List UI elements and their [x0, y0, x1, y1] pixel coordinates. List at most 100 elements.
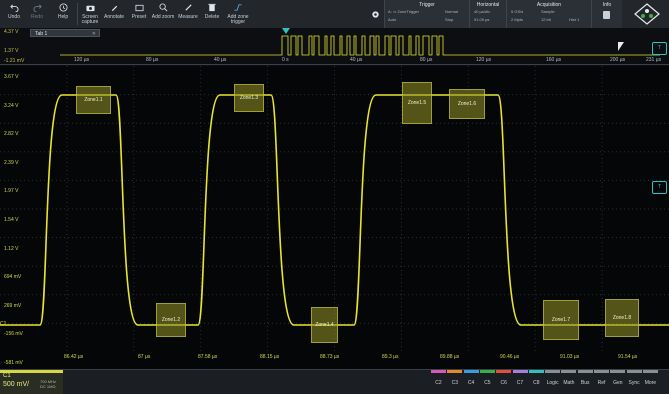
- channel-button-c6[interactable]: C6: [496, 370, 512, 394]
- preset-button[interactable]: Preset: [129, 0, 149, 28]
- channel-color-strip: [463, 370, 479, 373]
- channel-button-label: C7: [516, 380, 524, 386]
- add-zoom-button[interactable]: Add zoom: [151, 0, 175, 28]
- channel-color-strip: [545, 370, 561, 373]
- horizontal-panel[interactable]: Horizontal 40 µs/div 91.09 µs: [469, 0, 506, 28]
- trigger-level-marker[interactable]: T: [652, 181, 667, 194]
- overview-tick-label: 80 µs: [420, 57, 433, 63]
- y-tick-label: 3.67 V: [4, 74, 19, 80]
- help-button[interactable]: Help: [53, 0, 73, 28]
- info-panel[interactable]: Info: [591, 0, 622, 28]
- channel-color-strip: [496, 370, 512, 373]
- redo-button[interactable]: Redo: [27, 0, 47, 28]
- channel-color-strip: [447, 370, 463, 373]
- x-tick-label: 86.42 µs: [64, 354, 84, 360]
- channel-button-more[interactable]: More: [642, 370, 658, 394]
- channel-button-math[interactable]: Math: [561, 370, 577, 394]
- channel-offset-marker[interactable]: C1: [0, 321, 7, 327]
- annotate-button[interactable]: Annotate: [103, 0, 125, 28]
- overview-trace: [60, 35, 660, 56]
- channel-button-label: C3: [451, 380, 458, 386]
- x-tick-label: 90.46 µs: [500, 354, 520, 360]
- zone-1-4[interactable]: Zone1.4: [311, 307, 338, 343]
- zone-1-6[interactable]: Zone1.6: [449, 89, 485, 119]
- toolbar: Undo Redo Help Screen capture Annotate P…: [0, 0, 669, 29]
- channel-button-label: C8: [533, 380, 540, 386]
- add-zone-trigger-button[interactable]: Add zone trigger: [225, 0, 251, 28]
- y-tick-label: 2.39 V: [4, 159, 19, 166]
- channel-button-c3[interactable]: C3: [447, 370, 463, 394]
- help-icon: [58, 0, 68, 15]
- zone-1-1[interactable]: Zone1.1: [76, 86, 111, 114]
- gear-icon: [371, 7, 380, 22]
- zoom-level-bottom: -1.21 mV: [4, 58, 25, 64]
- toolbar-divider: [77, 3, 78, 25]
- trigger-panel[interactable]: Trigger A: ⇒ ZoneTrigger Normal Auto Sto…: [384, 0, 469, 28]
- y-tick-label: -156 mV: [4, 331, 23, 338]
- delete-button[interactable]: Delete: [202, 0, 222, 28]
- channel-button-c4[interactable]: C4: [463, 370, 479, 394]
- channel-color-strip: [512, 370, 528, 373]
- acquisition-panel[interactable]: Acquisition 5 GS/s Sample 2 Mpts 12 bit …: [506, 0, 591, 28]
- zone-1-3[interactable]: Zone1.3: [234, 84, 264, 112]
- x-tick-label: 87.58 µs: [198, 354, 218, 360]
- channel-button-c2[interactable]: C2: [431, 370, 446, 394]
- preset-icon: [134, 0, 144, 15]
- overview-trace-path: [60, 35, 660, 56]
- channel-button-c8[interactable]: C8: [528, 370, 544, 394]
- channel-color-strip: [626, 370, 642, 373]
- overview-tick-label: 120 µs: [476, 57, 492, 63]
- channel-button-sync[interactable]: Sync: [626, 370, 642, 394]
- channel-c1-badge[interactable]: C1 500 mV/ 700 MHz DC 1MΩ: [0, 370, 63, 394]
- channel-button-ref[interactable]: Ref: [594, 370, 609, 394]
- screen-capture-button[interactable]: Screen capture: [79, 0, 101, 28]
- channel-button-gen[interactable]: Gen: [610, 370, 626, 394]
- zone-1-7[interactable]: Zone1.7: [543, 300, 579, 340]
- channel-button-c5[interactable]: C5: [479, 370, 495, 394]
- overview-tick-label: 200 µs: [610, 57, 626, 63]
- overview-tick-label: 231 µs: [646, 57, 662, 63]
- y-tick-label: -581 mV: [4, 360, 23, 366]
- overview-tick-label: 160 µs: [546, 57, 562, 63]
- mouse-cursor-icon: [618, 42, 624, 51]
- overview-tick-label: 80 µs: [146, 57, 159, 63]
- trigger-position-icon: [282, 28, 290, 34]
- overview-strip[interactable]: Tab 1 ✕ 4.37 V 1.37 V -1.21 mV 120 µs 80 µ…: [0, 28, 669, 65]
- measure-button[interactable]: Measure: [177, 0, 199, 28]
- measure-icon: [184, 0, 193, 15]
- close-icon[interactable]: ✕: [91, 31, 96, 37]
- undo-button[interactable]: Undo: [4, 0, 24, 28]
- zone-1-5[interactable]: Zone1.5: [402, 82, 432, 124]
- info-icon: [603, 11, 610, 19]
- channel-button-label: C6: [500, 380, 507, 386]
- channel-color-strip: [561, 370, 577, 373]
- zone-trigger-icon: [233, 0, 243, 15]
- undo-icon: [9, 0, 19, 15]
- overview-tick-label: 40 µs: [350, 57, 363, 63]
- tab-1[interactable]: Tab 1 ✕: [30, 29, 100, 37]
- channel-button-label: More: [644, 380, 657, 386]
- x-tick-label: 89.3 µs: [382, 354, 399, 360]
- channel-button-label: Ref: [597, 380, 606, 386]
- zone-1-2[interactable]: Zone1.2: [156, 303, 186, 337]
- settings-button[interactable]: [368, 0, 382, 28]
- x-tick-label: 88.15 µs: [260, 354, 280, 360]
- y-tick-label: 1.54 V: [4, 217, 19, 223]
- y-tick-label: 1.12 V: [4, 245, 19, 252]
- redo-icon: [33, 0, 42, 15]
- channel-button-bus[interactable]: Bus: [577, 370, 593, 394]
- overview-tick-label: 120 µs: [74, 57, 90, 63]
- x-tick-label: 87 µs: [138, 354, 151, 360]
- channel-button-logic[interactable]: Logic: [545, 370, 561, 394]
- x-tick-label: 91.03 µs: [560, 354, 580, 360]
- channel-color-strip: [431, 370, 446, 373]
- channel-button-label: Logic: [546, 380, 559, 386]
- channel-button-label: C4: [467, 380, 475, 386]
- zoom-trigger-marker[interactable]: T: [652, 42, 667, 55]
- zoom-icon: [158, 0, 168, 15]
- zone-1-8[interactable]: Zone1.8: [605, 299, 639, 337]
- y-tick-label: 269 mV: [4, 302, 22, 309]
- channel-color-strip: [642, 370, 658, 373]
- channel-button-label: Bus: [580, 380, 590, 386]
- channel-button-c7[interactable]: C7: [512, 370, 528, 394]
